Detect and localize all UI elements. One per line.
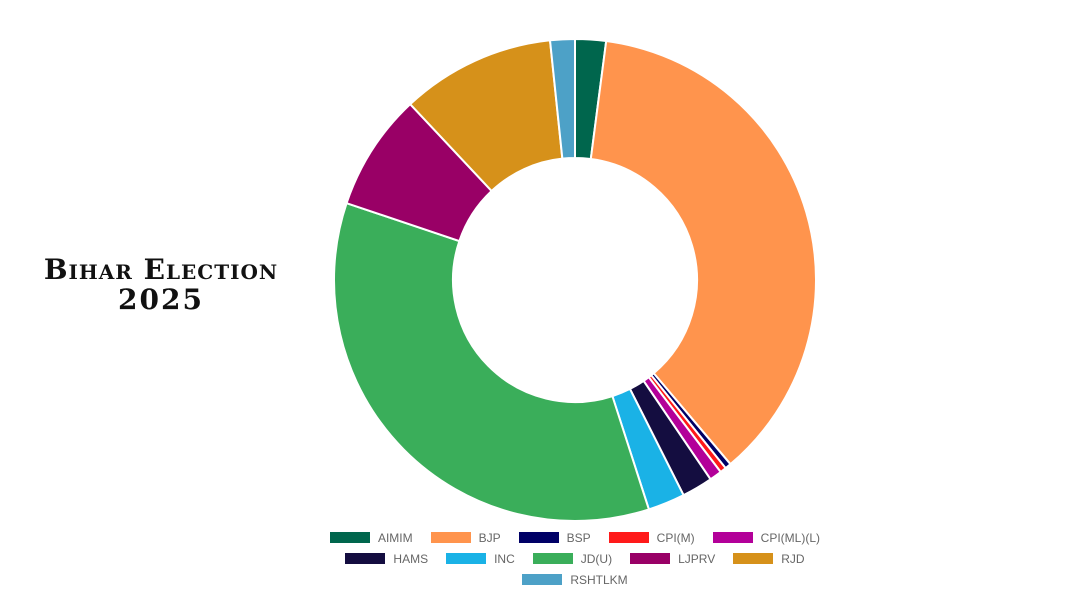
- legend-swatch: [630, 553, 671, 564]
- legend-label: CPI(M): [656, 530, 695, 545]
- legend-label: AIMIM: [377, 530, 413, 545]
- chart-title: Bihar Election 2025: [0, 256, 322, 314]
- legend-item[interactable]: CPI(ML)(L): [712, 530, 821, 545]
- legend-item[interactable]: CPI(M): [608, 530, 695, 545]
- legend-item[interactable]: BJP: [430, 530, 501, 545]
- legend-item[interactable]: BSP: [518, 530, 591, 545]
- legend-label: LJPRV: [678, 551, 716, 566]
- legend-item[interactable]: AIMIM: [329, 530, 413, 545]
- legend-swatch: [522, 574, 563, 585]
- legend-item[interactable]: LJPRV: [630, 551, 715, 566]
- legend-swatch: [430, 532, 471, 543]
- legend-label: HAMS: [393, 551, 429, 566]
- legend-swatch: [518, 532, 559, 543]
- legend-swatch: [733, 553, 774, 564]
- legend-label: RSHTLKM: [570, 572, 628, 587]
- legend-swatch: [446, 553, 487, 564]
- legend-swatch: [329, 532, 370, 543]
- legend-label: BSP: [566, 530, 591, 545]
- legend-item[interactable]: INC: [446, 551, 515, 566]
- legend-item[interactable]: JD(U): [532, 551, 613, 566]
- title-line-2: 2025: [118, 283, 204, 316]
- legend-label: BJP: [478, 530, 501, 545]
- legend-swatch: [345, 553, 386, 564]
- slice-jd-u[interactable]: [333, 201, 651, 522]
- slice-bjp[interactable]: [589, 39, 817, 466]
- legend-label: JD(U): [580, 551, 613, 566]
- legend-label: CPI(ML)(L): [760, 530, 821, 545]
- legend-item[interactable]: HAMS: [345, 551, 428, 566]
- legend-item[interactable]: RJD: [733, 551, 805, 566]
- title-line-1: Bihar Election: [43, 253, 279, 286]
- legend-swatch: [608, 532, 649, 543]
- legend-swatch: [532, 553, 573, 564]
- chart-legend: AIMIM BJP BSP CPI(M) CPI(ML)(L) HAMS INC JD(U) L…: [300, 530, 850, 587]
- slice-rshtlkm[interactable]: [548, 37, 576, 160]
- legend-swatch: [712, 532, 753, 543]
- legend-label: INC: [494, 551, 515, 566]
- legend-item[interactable]: RSHTLKM: [522, 572, 628, 587]
- legend-label: RJD: [781, 551, 805, 566]
